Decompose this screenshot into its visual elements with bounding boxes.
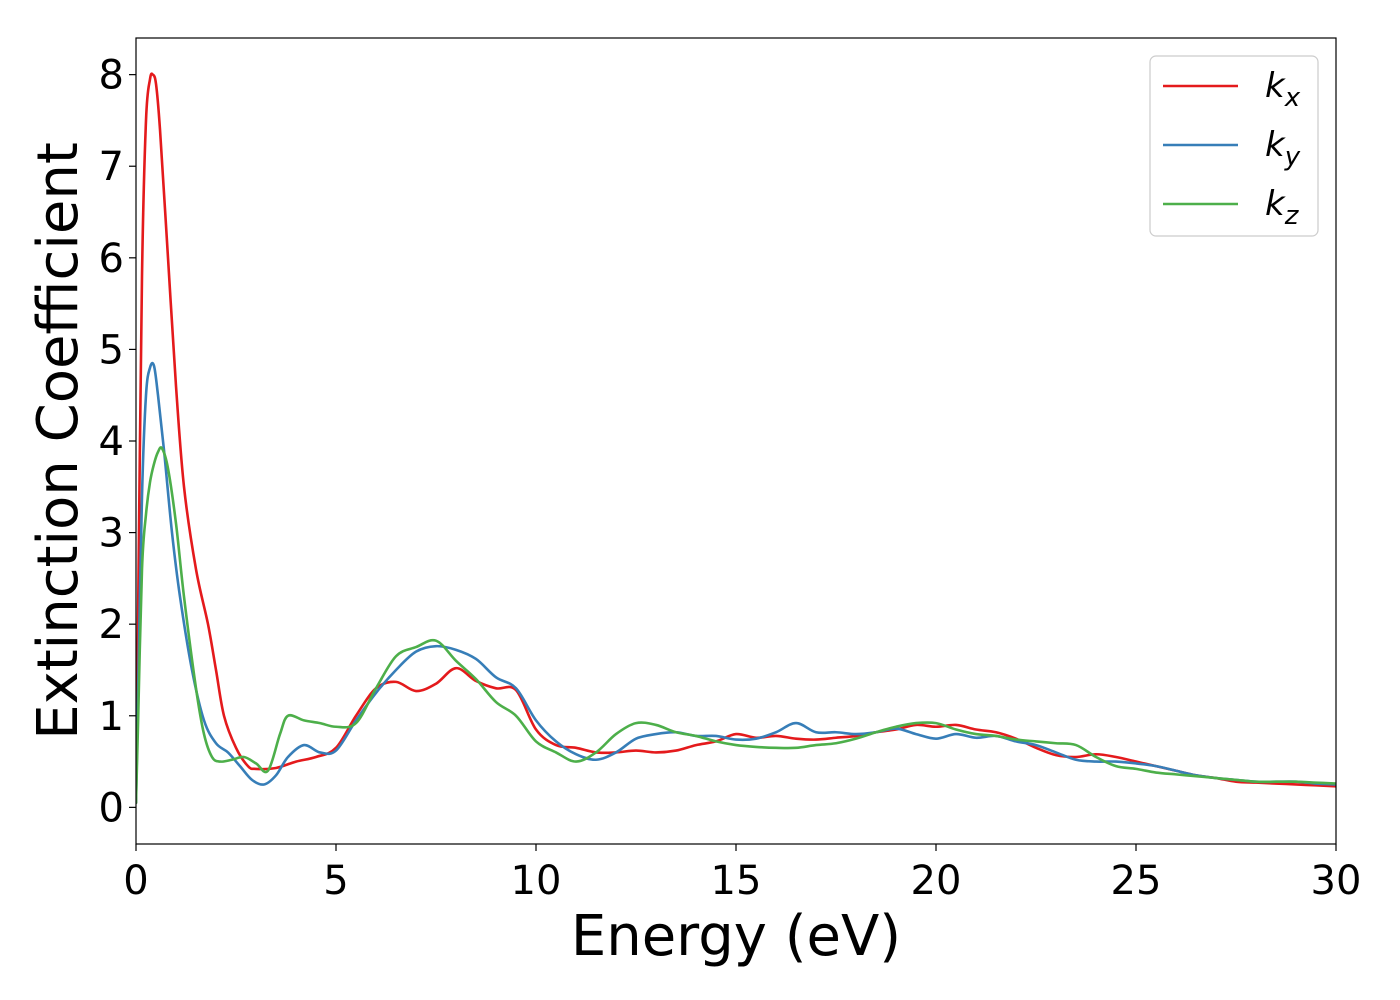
y-tick-label: 1 <box>99 694 124 740</box>
y-axis-ticks: 0 1 2 3 4 5 6 7 8 <box>99 53 136 831</box>
legend-label-y: ky <box>1265 125 1301 172</box>
y-tick-label: 3 <box>99 511 124 557</box>
legend-label-x: kx <box>1265 66 1301 113</box>
x-tick-label: 15 <box>711 858 762 904</box>
series-line-z <box>136 446 1336 805</box>
x-tick-label: 20 <box>911 858 962 904</box>
y-axis-label: Extinction Coefficient <box>26 142 91 740</box>
series-line-x <box>136 72 1336 805</box>
y-tick-label: 2 <box>99 602 124 648</box>
x-tick-label: 30 <box>1311 858 1362 904</box>
y-tick-label: 4 <box>99 419 124 465</box>
legend: kx ky kz <box>1149 55 1319 237</box>
plot-area <box>136 38 1336 844</box>
y-tick-label: 0 <box>99 785 124 831</box>
x-tick-label: 5 <box>323 858 348 904</box>
x-tick-label: 25 <box>1111 858 1162 904</box>
legend-label-z: kz <box>1265 184 1300 231</box>
y-tick-label: 5 <box>99 327 124 373</box>
x-axis-label: Energy (eV) <box>571 904 901 969</box>
y-tick-label: 6 <box>99 236 124 282</box>
x-tick-label: 0 <box>123 858 148 904</box>
y-tick-label: 7 <box>99 144 124 190</box>
y-tick-label: 8 <box>99 53 124 99</box>
x-tick-label: 10 <box>511 858 562 904</box>
series-layer <box>136 72 1336 805</box>
x-axis-ticks: 0 5 10 15 20 25 30 <box>123 844 1361 904</box>
